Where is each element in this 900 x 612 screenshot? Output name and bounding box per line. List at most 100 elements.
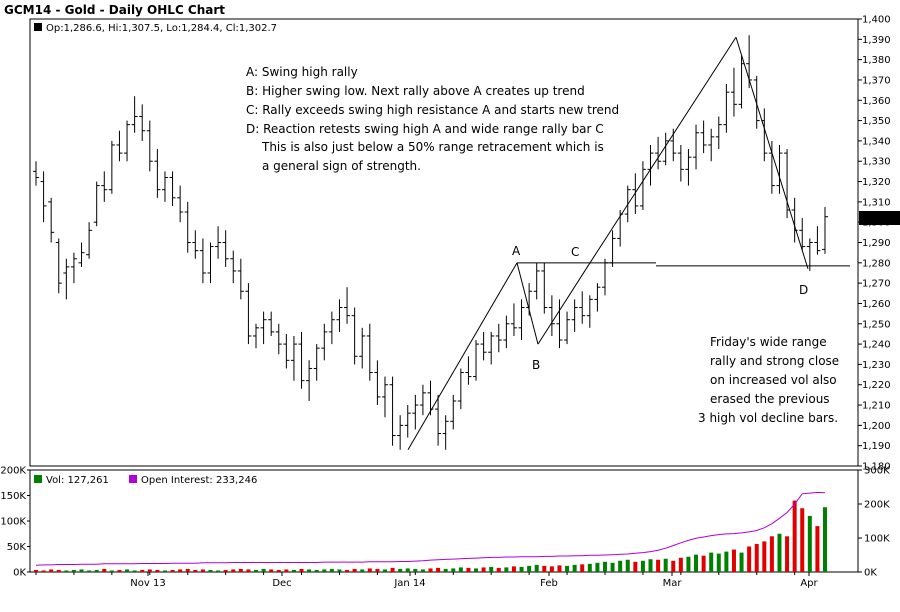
volume-bar bbox=[155, 569, 160, 572]
volume-bar bbox=[656, 559, 661, 572]
price-tick-label: 1,290 bbox=[862, 238, 891, 249]
volume-bar bbox=[41, 570, 46, 572]
volume-bar bbox=[125, 569, 130, 572]
volume-bar bbox=[71, 569, 76, 572]
volume-bar bbox=[193, 569, 198, 572]
annotation-line: A: Swing high rally bbox=[246, 65, 358, 79]
date-tick-label: Apr bbox=[800, 578, 818, 589]
friday-note-line: rally and strong close bbox=[710, 354, 839, 368]
volume-bar bbox=[109, 570, 114, 572]
annotation-line: This is also just below a 50% range retr… bbox=[261, 140, 604, 154]
volume-bar bbox=[208, 569, 213, 572]
volume-bar bbox=[291, 569, 296, 572]
volume-bar bbox=[261, 568, 266, 572]
volume-bar bbox=[269, 569, 274, 572]
price-tick-label: 1,260 bbox=[862, 299, 891, 310]
volume-bar bbox=[466, 567, 471, 572]
volume-bar bbox=[815, 526, 820, 572]
volume-bar bbox=[769, 536, 774, 572]
volume-bar bbox=[739, 552, 744, 572]
volume-left-tick-label: 0K bbox=[13, 568, 26, 579]
annotation-line: B: Higher swing low. Next rally above A … bbox=[246, 84, 585, 98]
volume-bar bbox=[823, 507, 827, 572]
volume-bar bbox=[785, 536, 790, 572]
volume-bar bbox=[565, 565, 570, 572]
volume-bar bbox=[140, 569, 145, 572]
volume-bar bbox=[390, 567, 395, 572]
volume-bar bbox=[428, 568, 433, 572]
volume-bar bbox=[56, 569, 61, 572]
point-label-c: C bbox=[571, 245, 579, 259]
volume-bar bbox=[587, 563, 592, 572]
volume-bar bbox=[527, 565, 532, 572]
volume-right-tick-label: 200K bbox=[864, 500, 890, 511]
volume-bar bbox=[337, 569, 342, 572]
volume-bar bbox=[572, 564, 577, 572]
volume-bar bbox=[87, 570, 92, 572]
price-tick-label: 1,270 bbox=[862, 279, 891, 290]
volume-left-tick-label: 150K bbox=[0, 491, 26, 502]
volume-bar bbox=[716, 553, 721, 572]
price-panel bbox=[29, 18, 859, 467]
volume-bar bbox=[276, 569, 281, 572]
price-tick-label: 1,240 bbox=[862, 340, 891, 351]
volume-bar bbox=[299, 568, 304, 572]
friday-note-line: on increased vol also bbox=[710, 373, 837, 387]
price-tick-label: 1,370 bbox=[862, 75, 891, 86]
swing-lines bbox=[407, 37, 850, 450]
volume-bar bbox=[382, 569, 387, 572]
volume-bar bbox=[231, 569, 236, 572]
point-label-b: B bbox=[532, 358, 540, 372]
friday-note: Friday's wide range rally and strong clo… bbox=[698, 335, 839, 425]
annotation-block: A: Swing high rally B: Higher swing low.… bbox=[246, 65, 619, 173]
date-tick-label: Jan 14 bbox=[393, 578, 425, 589]
volume-bar bbox=[307, 569, 312, 572]
date-tick-label: Dec bbox=[272, 578, 291, 589]
volume-bar bbox=[322, 569, 327, 572]
chart-title: GCM14 - Gold - Daily OHLC Chart bbox=[4, 3, 225, 17]
volume-bar bbox=[610, 562, 615, 572]
volume-bar bbox=[443, 568, 448, 572]
volume-bar bbox=[102, 568, 107, 572]
volume-bar bbox=[451, 568, 456, 572]
volume-bar bbox=[34, 569, 38, 572]
volume-legend-swatch bbox=[34, 475, 42, 483]
volume-bar bbox=[701, 555, 706, 572]
date-axis: Nov 13 Dec Jan 14 Feb Mar Apr bbox=[35, 572, 819, 589]
volume-bar bbox=[792, 500, 797, 572]
price-tick-label: 1,190 bbox=[862, 441, 891, 452]
open-interest-line bbox=[35, 491, 826, 566]
volume-info: Vol: 127,261 bbox=[46, 475, 109, 486]
volume-bar bbox=[200, 569, 205, 572]
volume-bar bbox=[405, 568, 410, 572]
friday-note-line: Friday's wide range bbox=[710, 335, 827, 349]
price-tick-label: 1,250 bbox=[862, 319, 891, 330]
annotation-line: D: Reaction retests swing high A and wid… bbox=[246, 122, 604, 136]
price-tick-label: 1,390 bbox=[862, 35, 891, 46]
volume-bar bbox=[132, 570, 137, 572]
volume-bar bbox=[549, 566, 554, 572]
volume-bar bbox=[709, 552, 714, 572]
volume-bar bbox=[147, 569, 152, 572]
volume-bar bbox=[216, 570, 221, 572]
volume-bar bbox=[724, 551, 729, 572]
volume-axes: 0K 50K 100K 150K 200K 0K 100K 200K 300K bbox=[0, 466, 890, 579]
volume-bar bbox=[436, 567, 441, 572]
volume-bar bbox=[747, 546, 752, 572]
volume-bar bbox=[345, 569, 350, 572]
ohlc-bars bbox=[33, 35, 828, 450]
volume-bar bbox=[762, 541, 767, 572]
volume-bar bbox=[474, 568, 479, 572]
swing-line-high-to-d bbox=[735, 37, 809, 270]
volume-bar bbox=[489, 566, 494, 572]
point-label-d: D bbox=[799, 283, 808, 297]
volume-bar bbox=[694, 554, 699, 572]
annotation-line: C: Rally exceeds swing high resistance A… bbox=[246, 103, 619, 117]
volume-bar bbox=[496, 567, 501, 572]
volume-left-tick-label: 50K bbox=[7, 542, 27, 553]
price-tick-label: 1,320 bbox=[862, 177, 891, 188]
volume-bar bbox=[360, 569, 365, 572]
volume-bar bbox=[731, 549, 736, 572]
price-tick-label: 1,350 bbox=[862, 116, 891, 127]
